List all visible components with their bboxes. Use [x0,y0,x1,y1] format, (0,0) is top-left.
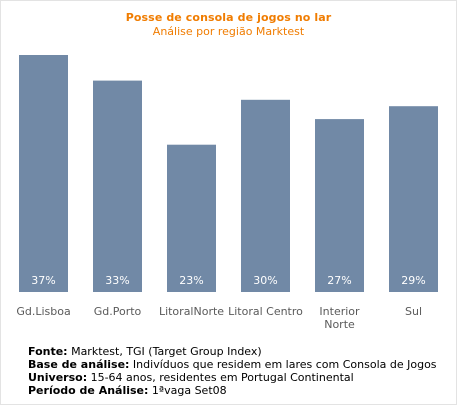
note-base: Base de análise: Indivíduos que residem … [28,358,437,371]
data-label-gd-porto: 33% [105,274,129,287]
data-label-gd-lisboa: 37% [31,274,55,287]
category-label-litoral-centro: Litoral Centro [228,305,303,318]
note-base-text: Indivíduos que residem em lares com Cons… [129,358,437,371]
note-source-label: Fonte: [28,345,68,358]
source-notes: Fonte: Marktest, TGI (Target Group Index… [28,345,437,397]
note-period-text: 1ªvaga Set08 [148,384,227,397]
bar-gd-porto [93,80,142,292]
note-universe: Universo: 15-64 anos, residentes em Port… [28,371,437,384]
chart-subtitle: Análise por região Marktest [152,25,305,38]
note-period: Período de Análise: 1ªvaga Set08 [28,384,437,397]
bar-sul [389,106,438,292]
note-universe-label: Universo: [28,371,88,384]
bar-chart: 37% Gd.Lisboa 33% Gd.Porto 23% LitoralNorte 30… [16,55,438,331]
category-label-gd-lisboa: Gd.Lisboa [16,305,70,318]
chart-title: Posse de consola de jogos no lar [125,11,332,24]
data-label-litoralnorte: 23% [179,274,203,287]
bar-interior-norte [315,119,364,292]
category-label-interior-norte: Interior Norte [319,305,360,331]
note-source-text: Marktest, TGI (Target Group Index) [67,345,262,358]
data-label-interior-norte: 27% [327,274,351,287]
bar-litoral-centro [241,99,290,292]
category-label-sul: Sul [405,305,422,318]
bar-litoralnorte [167,144,216,292]
data-label-litoral-centro: 30% [253,274,277,287]
bar-gd-lisboa [19,55,68,292]
note-source: Fonte: Marktest, TGI (Target Group Index… [28,345,437,358]
data-label-sul: 29% [401,274,425,287]
note-base-label: Base de análise: [28,358,130,371]
category-label-gd-porto: Gd.Porto [94,305,142,318]
note-period-label: Período de Análise: [28,384,149,397]
category-label-litoralnorte: LitoralNorte [159,305,224,318]
note-universe-text: 15-64 anos, residentes em Portugal Conti… [87,371,354,384]
